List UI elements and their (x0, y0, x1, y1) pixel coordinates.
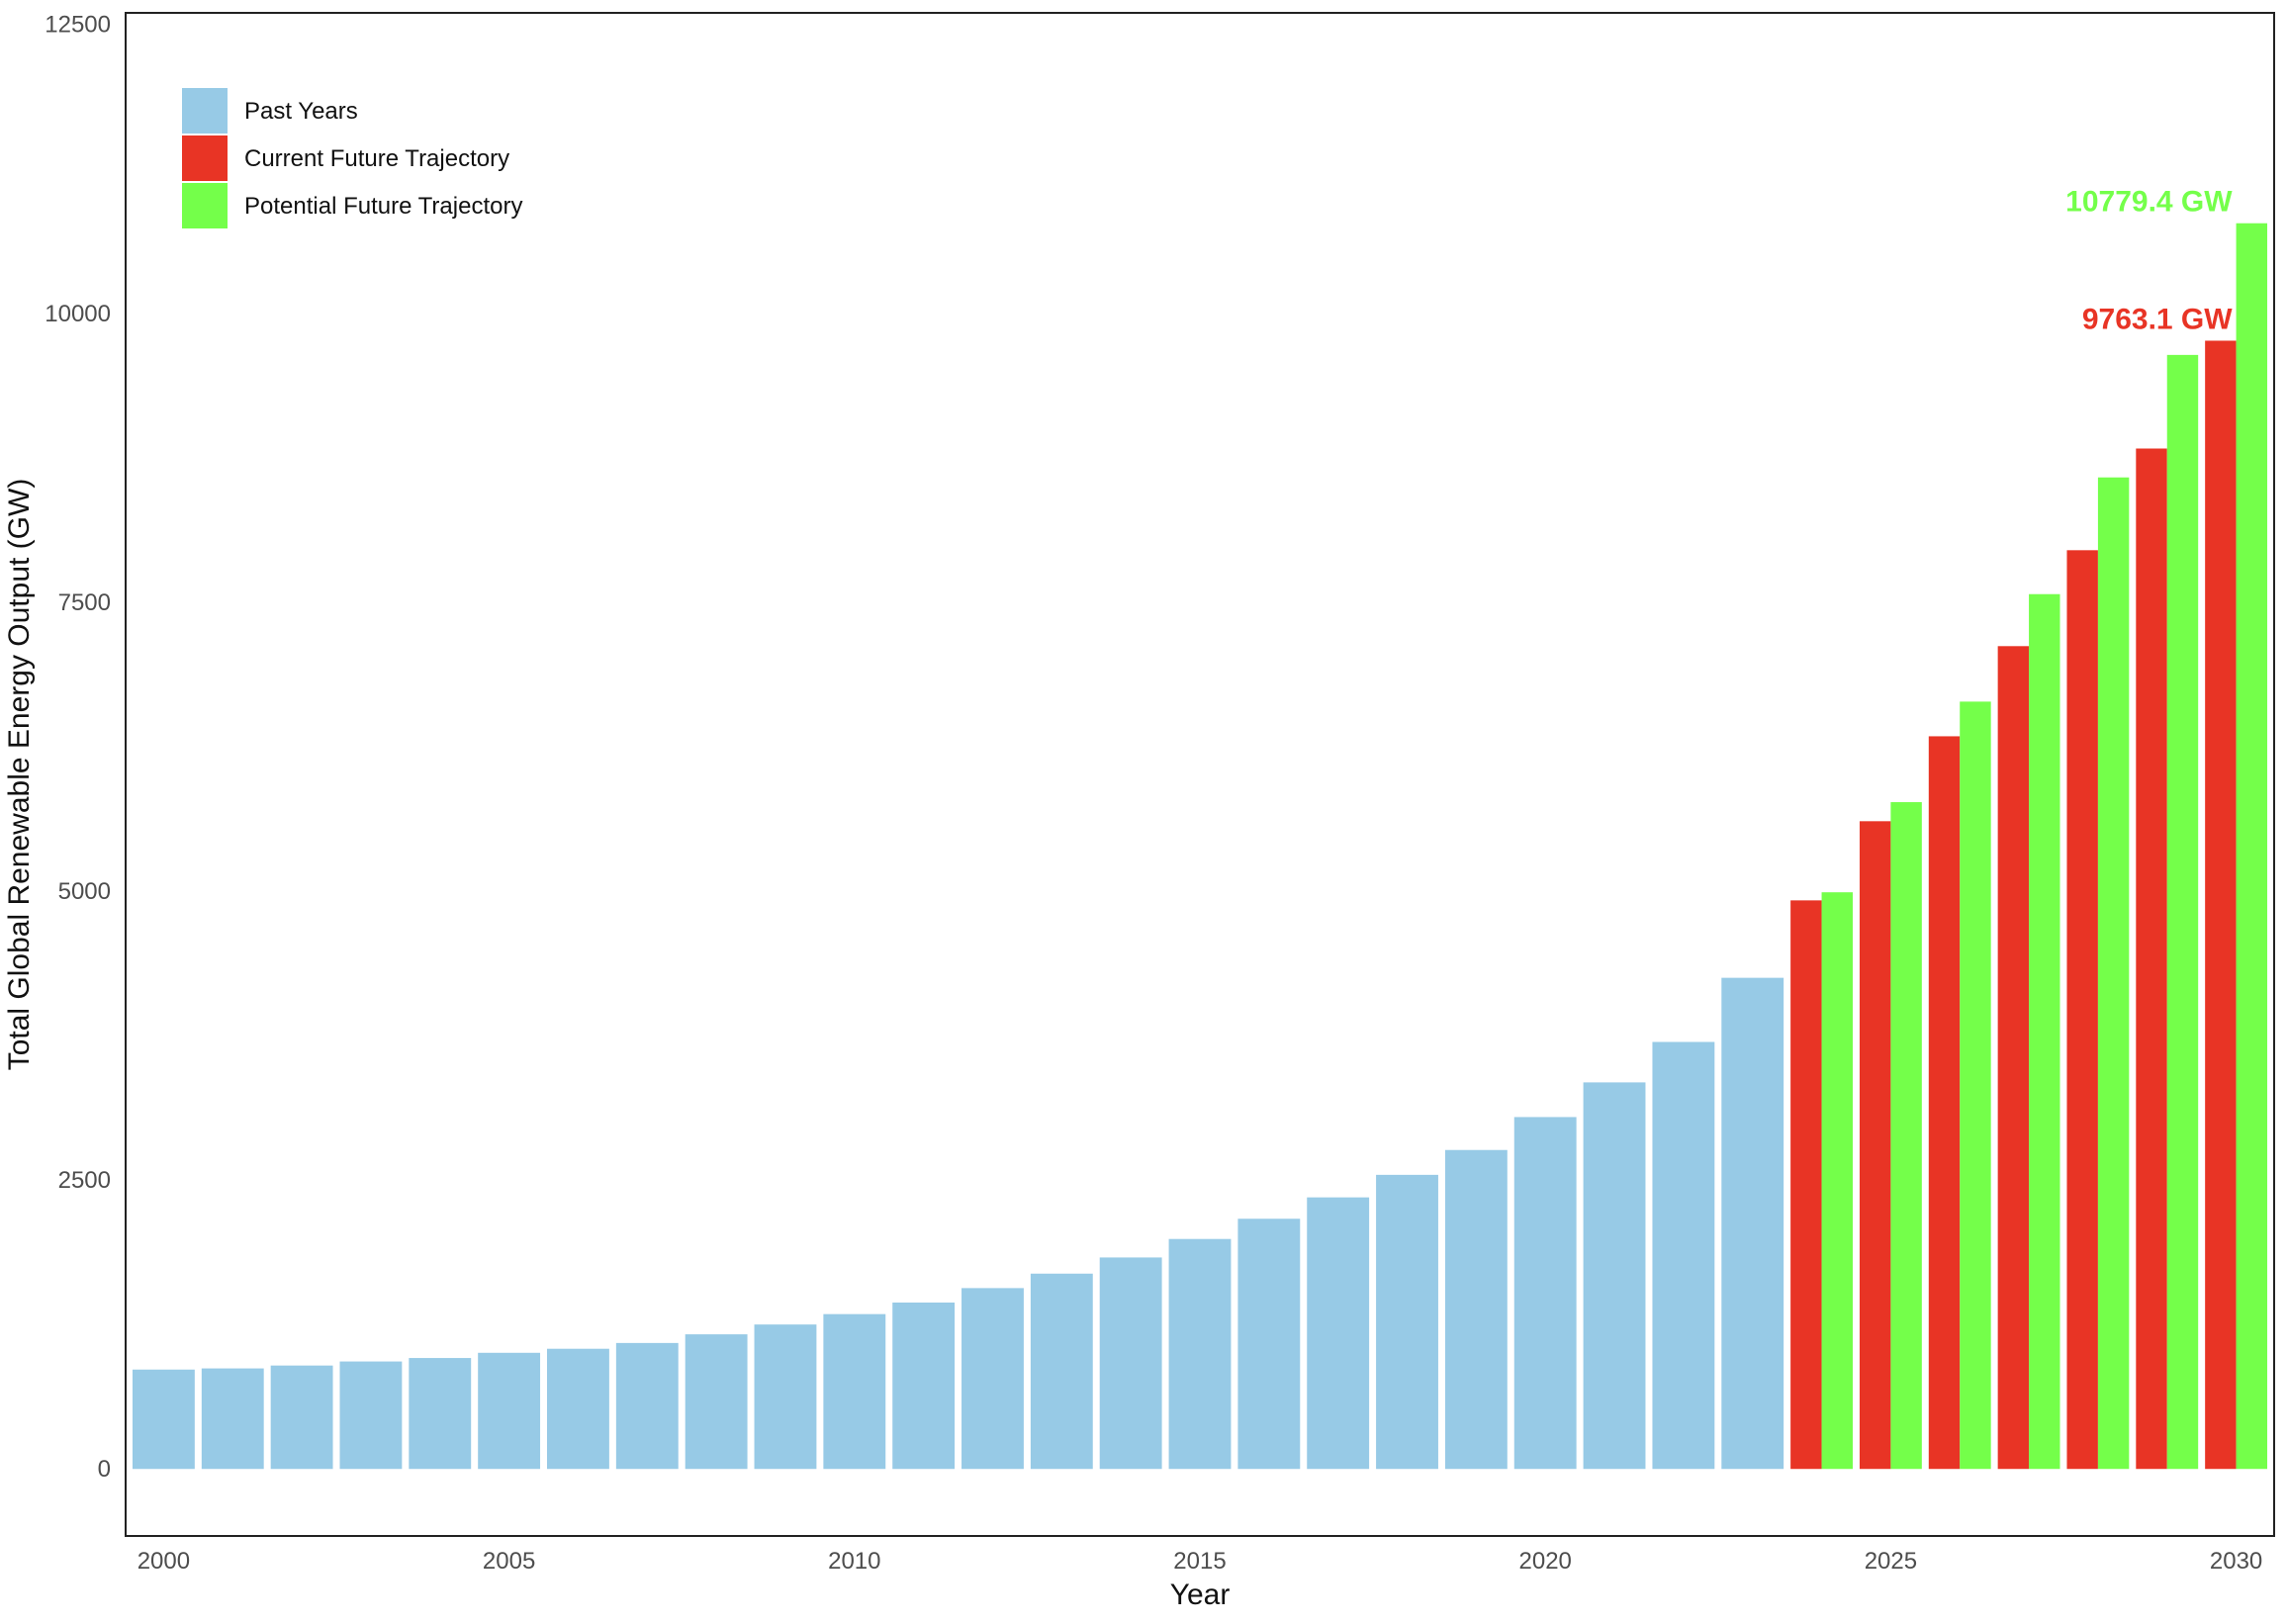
legend-label-current-trajectory: Current Future Trajectory (244, 145, 509, 172)
y-tick-label-5000: 5000 (58, 878, 111, 905)
bar-current-future-trajectory-2024 (1790, 900, 1822, 1470)
y-tick-label-12500: 12500 (45, 12, 111, 39)
annotation-current-future-trajectory: 9763.1 GW (2082, 303, 2233, 335)
bar-past-years-2017 (1307, 1197, 1370, 1470)
x-axis-title: Year (1170, 1579, 1231, 1611)
bar-current-future-trajectory-2027 (1997, 646, 2030, 1470)
bar-past-years-2023 (1721, 977, 1784, 1470)
bar-past-years-2009 (754, 1324, 817, 1470)
x-tick-label-2000: 2000 (137, 1548, 190, 1575)
bar-past-years-2018 (1376, 1174, 1438, 1470)
legend-label-potential-trajectory: Potential Future Trajectory (244, 193, 522, 220)
bar-current-future-trajectory-2026 (1928, 736, 1961, 1470)
bar-past-years-2008 (685, 1334, 748, 1470)
bar-annotations: 10779.4 GW 9763.1 GW (2065, 186, 2233, 336)
bar-past-years-2016 (1237, 1218, 1301, 1470)
bar-past-years-2020 (1513, 1117, 1577, 1470)
bar-past-years-2022 (1652, 1041, 1715, 1470)
y-tick-label-7500: 7500 (58, 589, 111, 616)
annotation-potential-future-trajectory: 10779.4 GW (2065, 186, 2233, 219)
bar-past-years-2006 (547, 1348, 609, 1470)
y-tick-label-2500: 2500 (58, 1167, 111, 1194)
y-tick-label-10000: 10000 (45, 301, 111, 327)
y-tick-label-0: 0 (98, 1456, 111, 1483)
bar-potential-future-trajectory-2024 (1821, 892, 1853, 1470)
bar-potential-future-trajectory-2030 (2236, 223, 2268, 1470)
bar-potential-future-trajectory-2026 (1960, 701, 1991, 1470)
x-tick-label-2025: 2025 (1865, 1548, 1917, 1575)
x-tick-label-2005: 2005 (483, 1548, 535, 1575)
bar-current-future-trajectory-2028 (2066, 550, 2098, 1470)
bar-past-years-2000 (132, 1369, 195, 1470)
x-axis-ticks: 2000 2005 2010 2015 2020 2025 2030 (137, 1548, 2263, 1575)
legend-swatch-current-trajectory (182, 135, 228, 181)
bar-past-years-2003 (339, 1361, 403, 1470)
bar-past-years-2015 (1168, 1238, 1232, 1470)
bar-potential-future-trajectory-2029 (2166, 354, 2199, 1470)
legend: Past Years Current Future Trajectory Pot… (182, 88, 522, 228)
bar-past-years-2002 (270, 1365, 333, 1470)
y-axis-title: Total Global Renewable Energy Output (GW… (3, 479, 36, 1071)
bar-past-years-2014 (1099, 1257, 1162, 1470)
x-tick-label-2030: 2030 (2210, 1548, 2262, 1575)
y-axis-ticks: 0 2500 5000 7500 10000 12500 (45, 12, 111, 1484)
bar-past-years-2007 (615, 1342, 679, 1470)
bar-current-future-trajectory-2025 (1859, 821, 1891, 1470)
bar-potential-future-trajectory-2027 (2029, 593, 2060, 1470)
bar-past-years-2010 (823, 1313, 886, 1470)
legend-swatch-past-years (182, 88, 228, 134)
bar-current-future-trajectory-2030 (2205, 340, 2237, 1470)
bar-past-years-2004 (409, 1358, 472, 1470)
legend-label-past-years: Past Years (244, 98, 358, 125)
bar-past-years-2019 (1444, 1149, 1508, 1470)
bar-potential-future-trajectory-2025 (1890, 802, 1922, 1470)
bar-past-years-2001 (201, 1368, 264, 1470)
bar-past-years-2021 (1583, 1082, 1646, 1470)
x-tick-label-2015: 2015 (1173, 1548, 1226, 1575)
bar-past-years-2005 (478, 1352, 541, 1470)
x-tick-label-2010: 2010 (828, 1548, 880, 1575)
bar-past-years-2012 (961, 1288, 1024, 1470)
bars-layer (132, 223, 2268, 1470)
legend-swatch-potential-trajectory (182, 183, 228, 228)
x-tick-label-2020: 2020 (1519, 1548, 1572, 1575)
bar-past-years-2011 (892, 1302, 956, 1470)
bar-past-years-2013 (1030, 1273, 1093, 1470)
bar-current-future-trajectory-2029 (2136, 448, 2167, 1470)
bar-potential-future-trajectory-2028 (2097, 477, 2130, 1470)
